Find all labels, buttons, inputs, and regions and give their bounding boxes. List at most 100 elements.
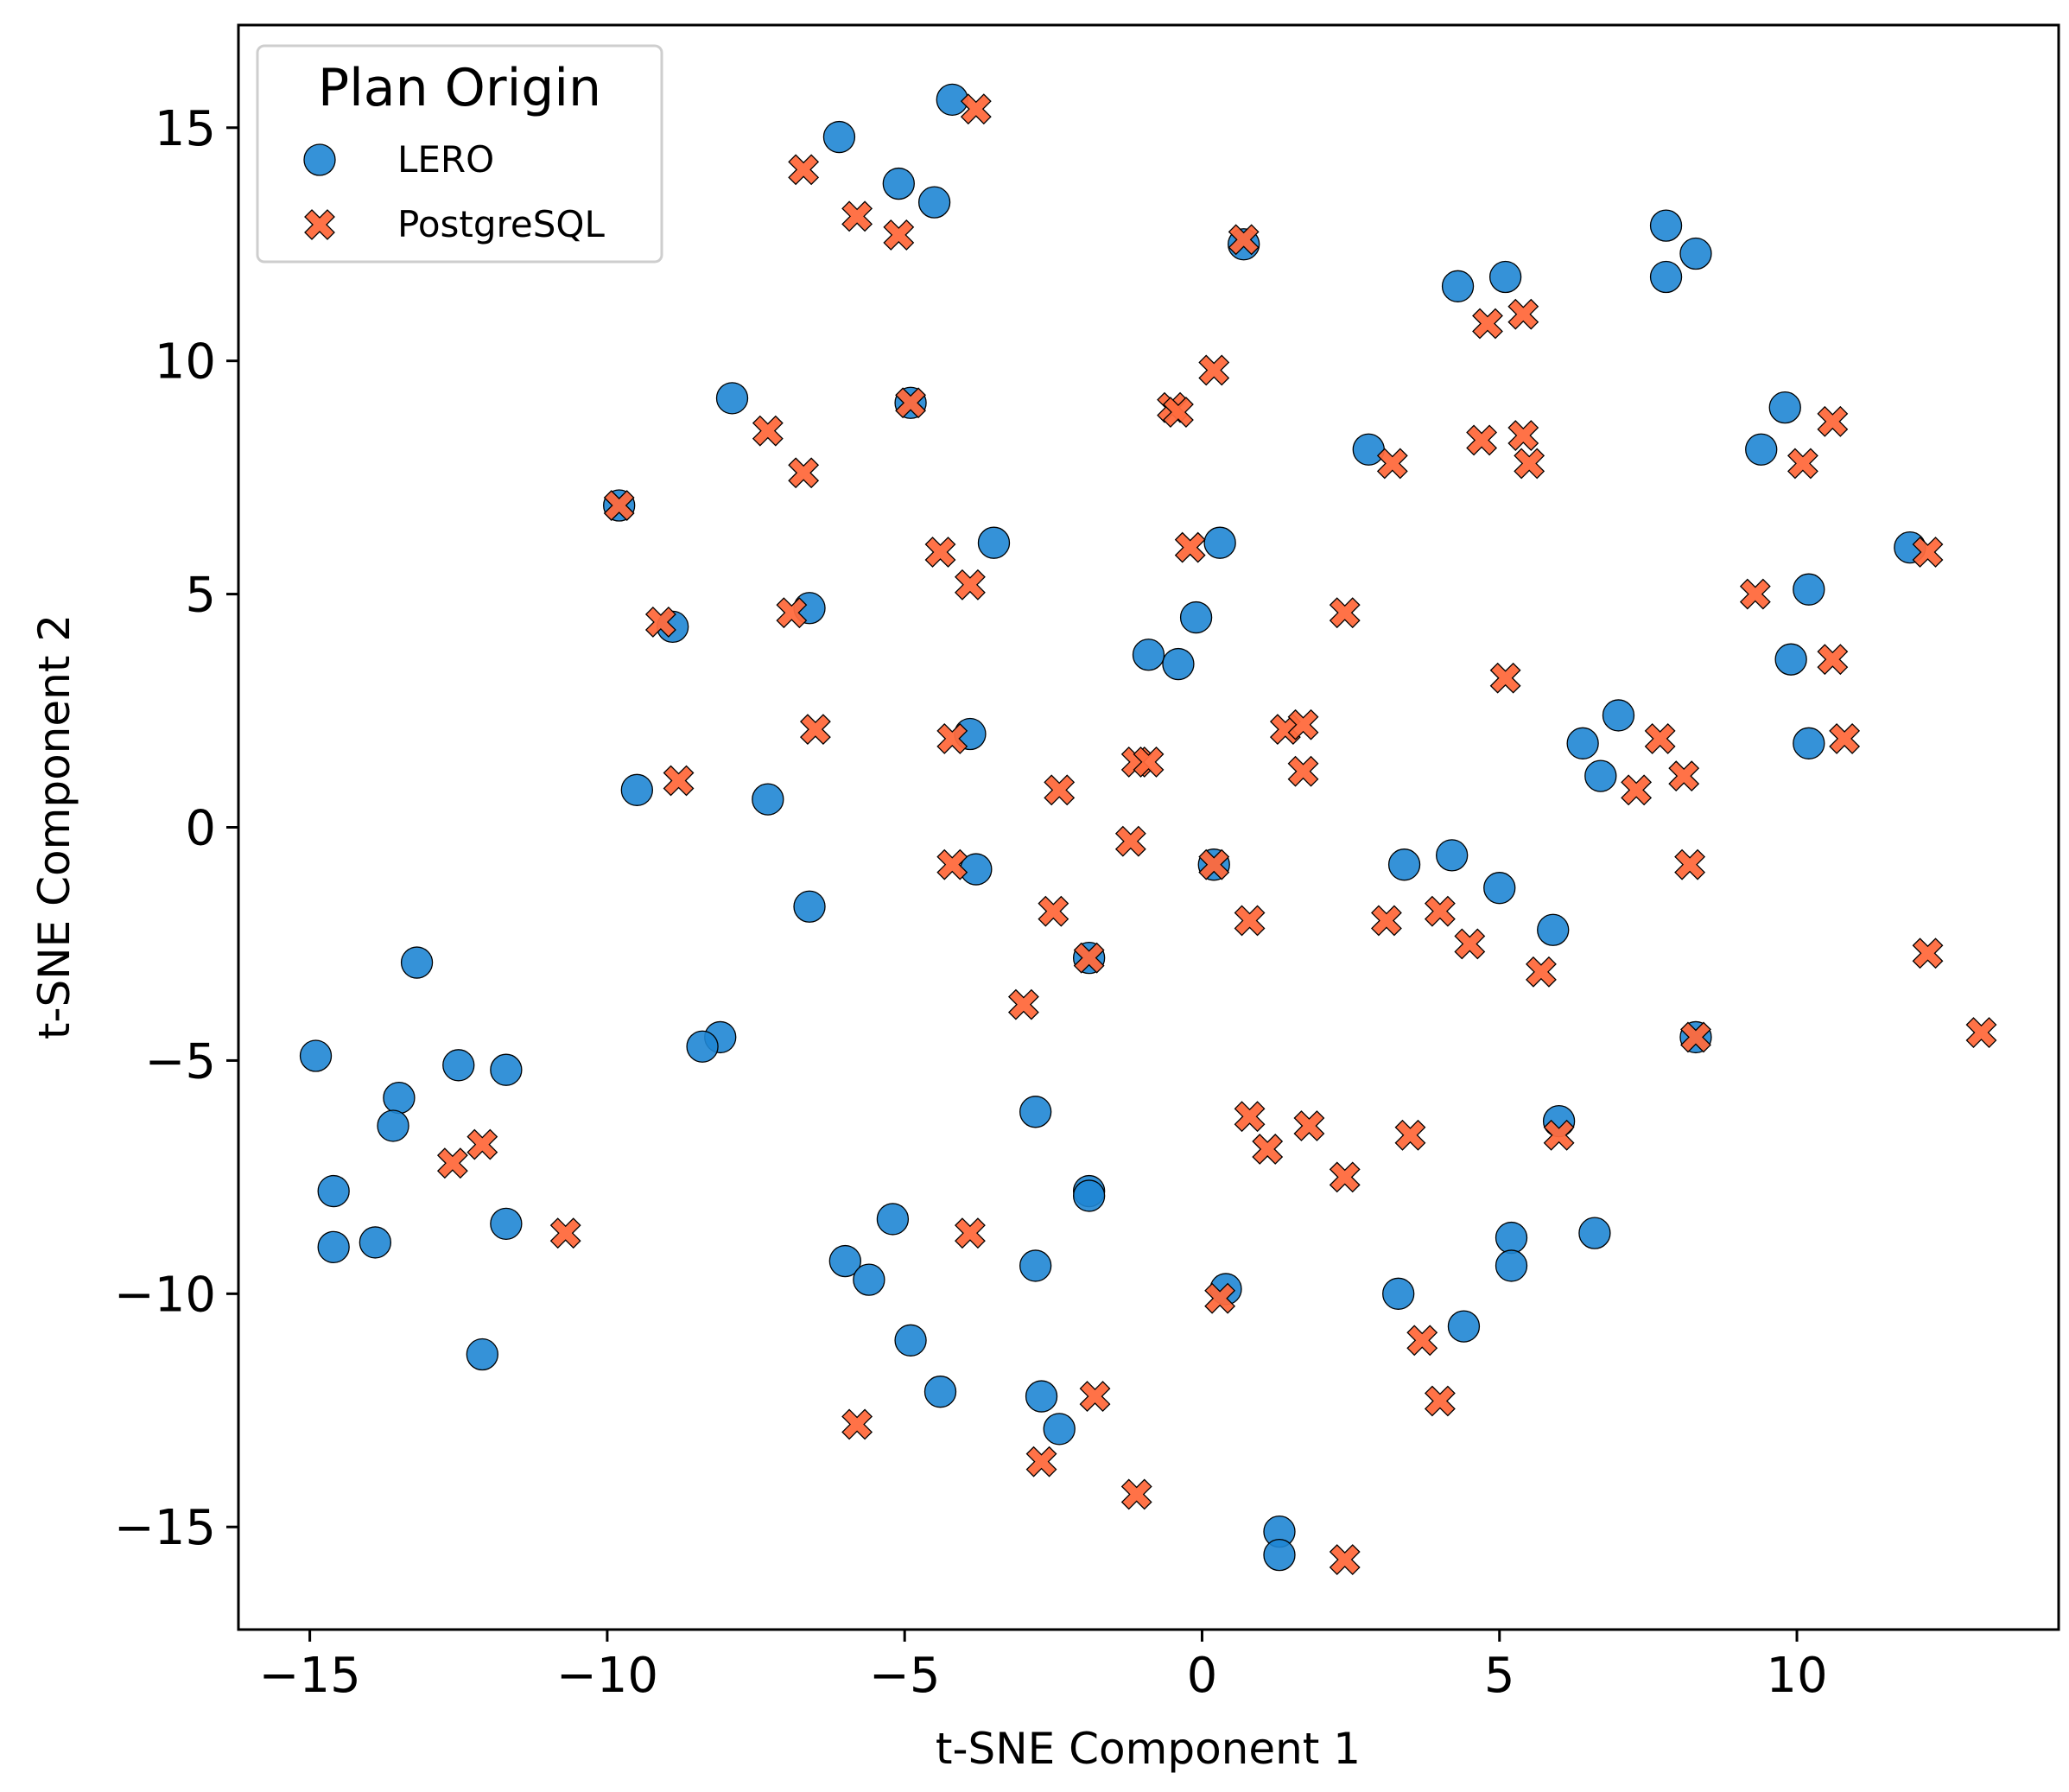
data-point-x xyxy=(1526,956,1557,988)
data-point-circle xyxy=(1162,647,1195,681)
data-point-x xyxy=(1817,644,1849,676)
data-point-circle xyxy=(917,186,951,219)
data-point-circle xyxy=(686,1030,719,1063)
data-point-circle xyxy=(1072,1179,1106,1212)
data-point-x xyxy=(1376,448,1408,480)
legend-marker-lero xyxy=(303,143,336,176)
points-layer xyxy=(299,83,1997,1575)
data-point-circle xyxy=(1649,260,1683,294)
data-point-circle xyxy=(1025,1380,1058,1413)
data-point-x xyxy=(841,1408,873,1440)
data-point-x xyxy=(603,490,635,521)
data-point-x xyxy=(936,848,968,880)
data-point-circle xyxy=(1263,1538,1296,1572)
data-point-x xyxy=(1293,1110,1325,1141)
data-point-x xyxy=(1489,662,1521,694)
data-point-circle xyxy=(1132,639,1165,671)
data-point-x xyxy=(1114,825,1146,857)
data-point-x xyxy=(1514,448,1545,480)
series-lero xyxy=(299,83,1926,1572)
data-point-circle xyxy=(715,382,749,415)
data-point-x xyxy=(788,154,820,186)
data-point-circle xyxy=(1649,209,1683,242)
data-point-x xyxy=(1044,774,1076,806)
data-point-circle xyxy=(1774,643,1807,676)
data-point-circle xyxy=(1382,1277,1415,1310)
data-point-circle xyxy=(923,1376,957,1408)
data-point-x xyxy=(1621,774,1653,806)
data-point-x xyxy=(1228,224,1260,256)
data-point-x xyxy=(955,569,986,601)
data-point-x xyxy=(1174,531,1206,563)
data-point-x xyxy=(1120,1478,1152,1510)
data-point-x xyxy=(960,93,992,125)
data-point-x xyxy=(1466,424,1498,456)
data-point-circle xyxy=(828,1244,861,1278)
data-point-circle xyxy=(1043,1413,1076,1446)
data-point-circle xyxy=(1447,1310,1481,1343)
data-point-circle xyxy=(882,167,915,200)
y-tick-label: −15 xyxy=(114,1500,216,1556)
data-point-x xyxy=(1234,905,1266,937)
data-point-x xyxy=(1680,1021,1711,1053)
y-axis-label: t-SNE Component 2 xyxy=(29,614,79,1039)
data-point-x xyxy=(1674,848,1706,880)
data-point-circle xyxy=(1584,759,1617,792)
x-axis-label: t-SNE Component 1 xyxy=(936,1724,1361,1774)
data-point-circle xyxy=(1768,391,1801,424)
data-point-x xyxy=(1912,937,1944,969)
x-tick-label: 0 xyxy=(1187,1648,1218,1704)
legend-title: Plan Origin xyxy=(318,58,601,118)
data-point-x xyxy=(788,457,820,489)
data-point-x xyxy=(1329,1161,1361,1193)
data-point-x xyxy=(924,537,956,568)
data-point-x xyxy=(663,765,695,797)
data-point-circle xyxy=(1436,839,1469,872)
data-point-x xyxy=(1007,988,1039,1020)
data-point-x xyxy=(1133,747,1165,778)
data-point-circle xyxy=(400,946,434,979)
data-point-x xyxy=(1739,578,1771,610)
data-point-x xyxy=(1252,1134,1284,1165)
data-point-circle xyxy=(383,1081,416,1115)
data-point-x xyxy=(841,200,873,232)
data-point-circle xyxy=(793,890,826,923)
data-point-x xyxy=(895,387,926,419)
data-point-x xyxy=(1371,905,1402,937)
series-postgresql xyxy=(436,93,1997,1575)
data-point-x xyxy=(776,597,808,629)
data-point-circle xyxy=(1441,270,1475,302)
data-point-x xyxy=(1912,537,1944,568)
legend-circle-icon xyxy=(303,143,336,176)
legend-x-icon xyxy=(304,209,335,240)
data-point-x xyxy=(1424,1385,1456,1417)
data-point-circle xyxy=(466,1338,498,1371)
data-point-circle xyxy=(1537,913,1570,946)
x-tick-label: −10 xyxy=(556,1648,658,1704)
data-point-x xyxy=(883,219,915,251)
data-point-x xyxy=(1787,448,1818,480)
x-tick-label: −5 xyxy=(869,1648,941,1704)
data-point-circle xyxy=(1602,699,1635,732)
data-point-x xyxy=(1329,597,1361,629)
data-point-x xyxy=(799,714,831,746)
y-tick-label: 0 xyxy=(185,801,216,857)
legend-label-postgresql: PostgreSQL xyxy=(397,203,605,245)
data-point-circle xyxy=(1745,433,1778,466)
legend: Plan Origin LERO PostgreSQL xyxy=(256,44,663,264)
data-point-circle xyxy=(1793,727,1825,759)
data-point-x xyxy=(1406,1325,1438,1357)
data-point-circle xyxy=(620,773,653,806)
data-point-x xyxy=(1025,1446,1057,1477)
data-point-x xyxy=(1079,1381,1111,1413)
data-point-circle xyxy=(299,1039,333,1072)
data-point-x xyxy=(1507,298,1539,330)
data-point-circle xyxy=(853,1263,885,1296)
data-point-x xyxy=(1073,942,1105,974)
data-point-circle xyxy=(490,1207,523,1241)
data-point-circle xyxy=(894,1324,927,1357)
data-point-x xyxy=(1198,848,1230,880)
data-point-circle xyxy=(1352,433,1385,466)
data-point-x xyxy=(436,1147,468,1179)
